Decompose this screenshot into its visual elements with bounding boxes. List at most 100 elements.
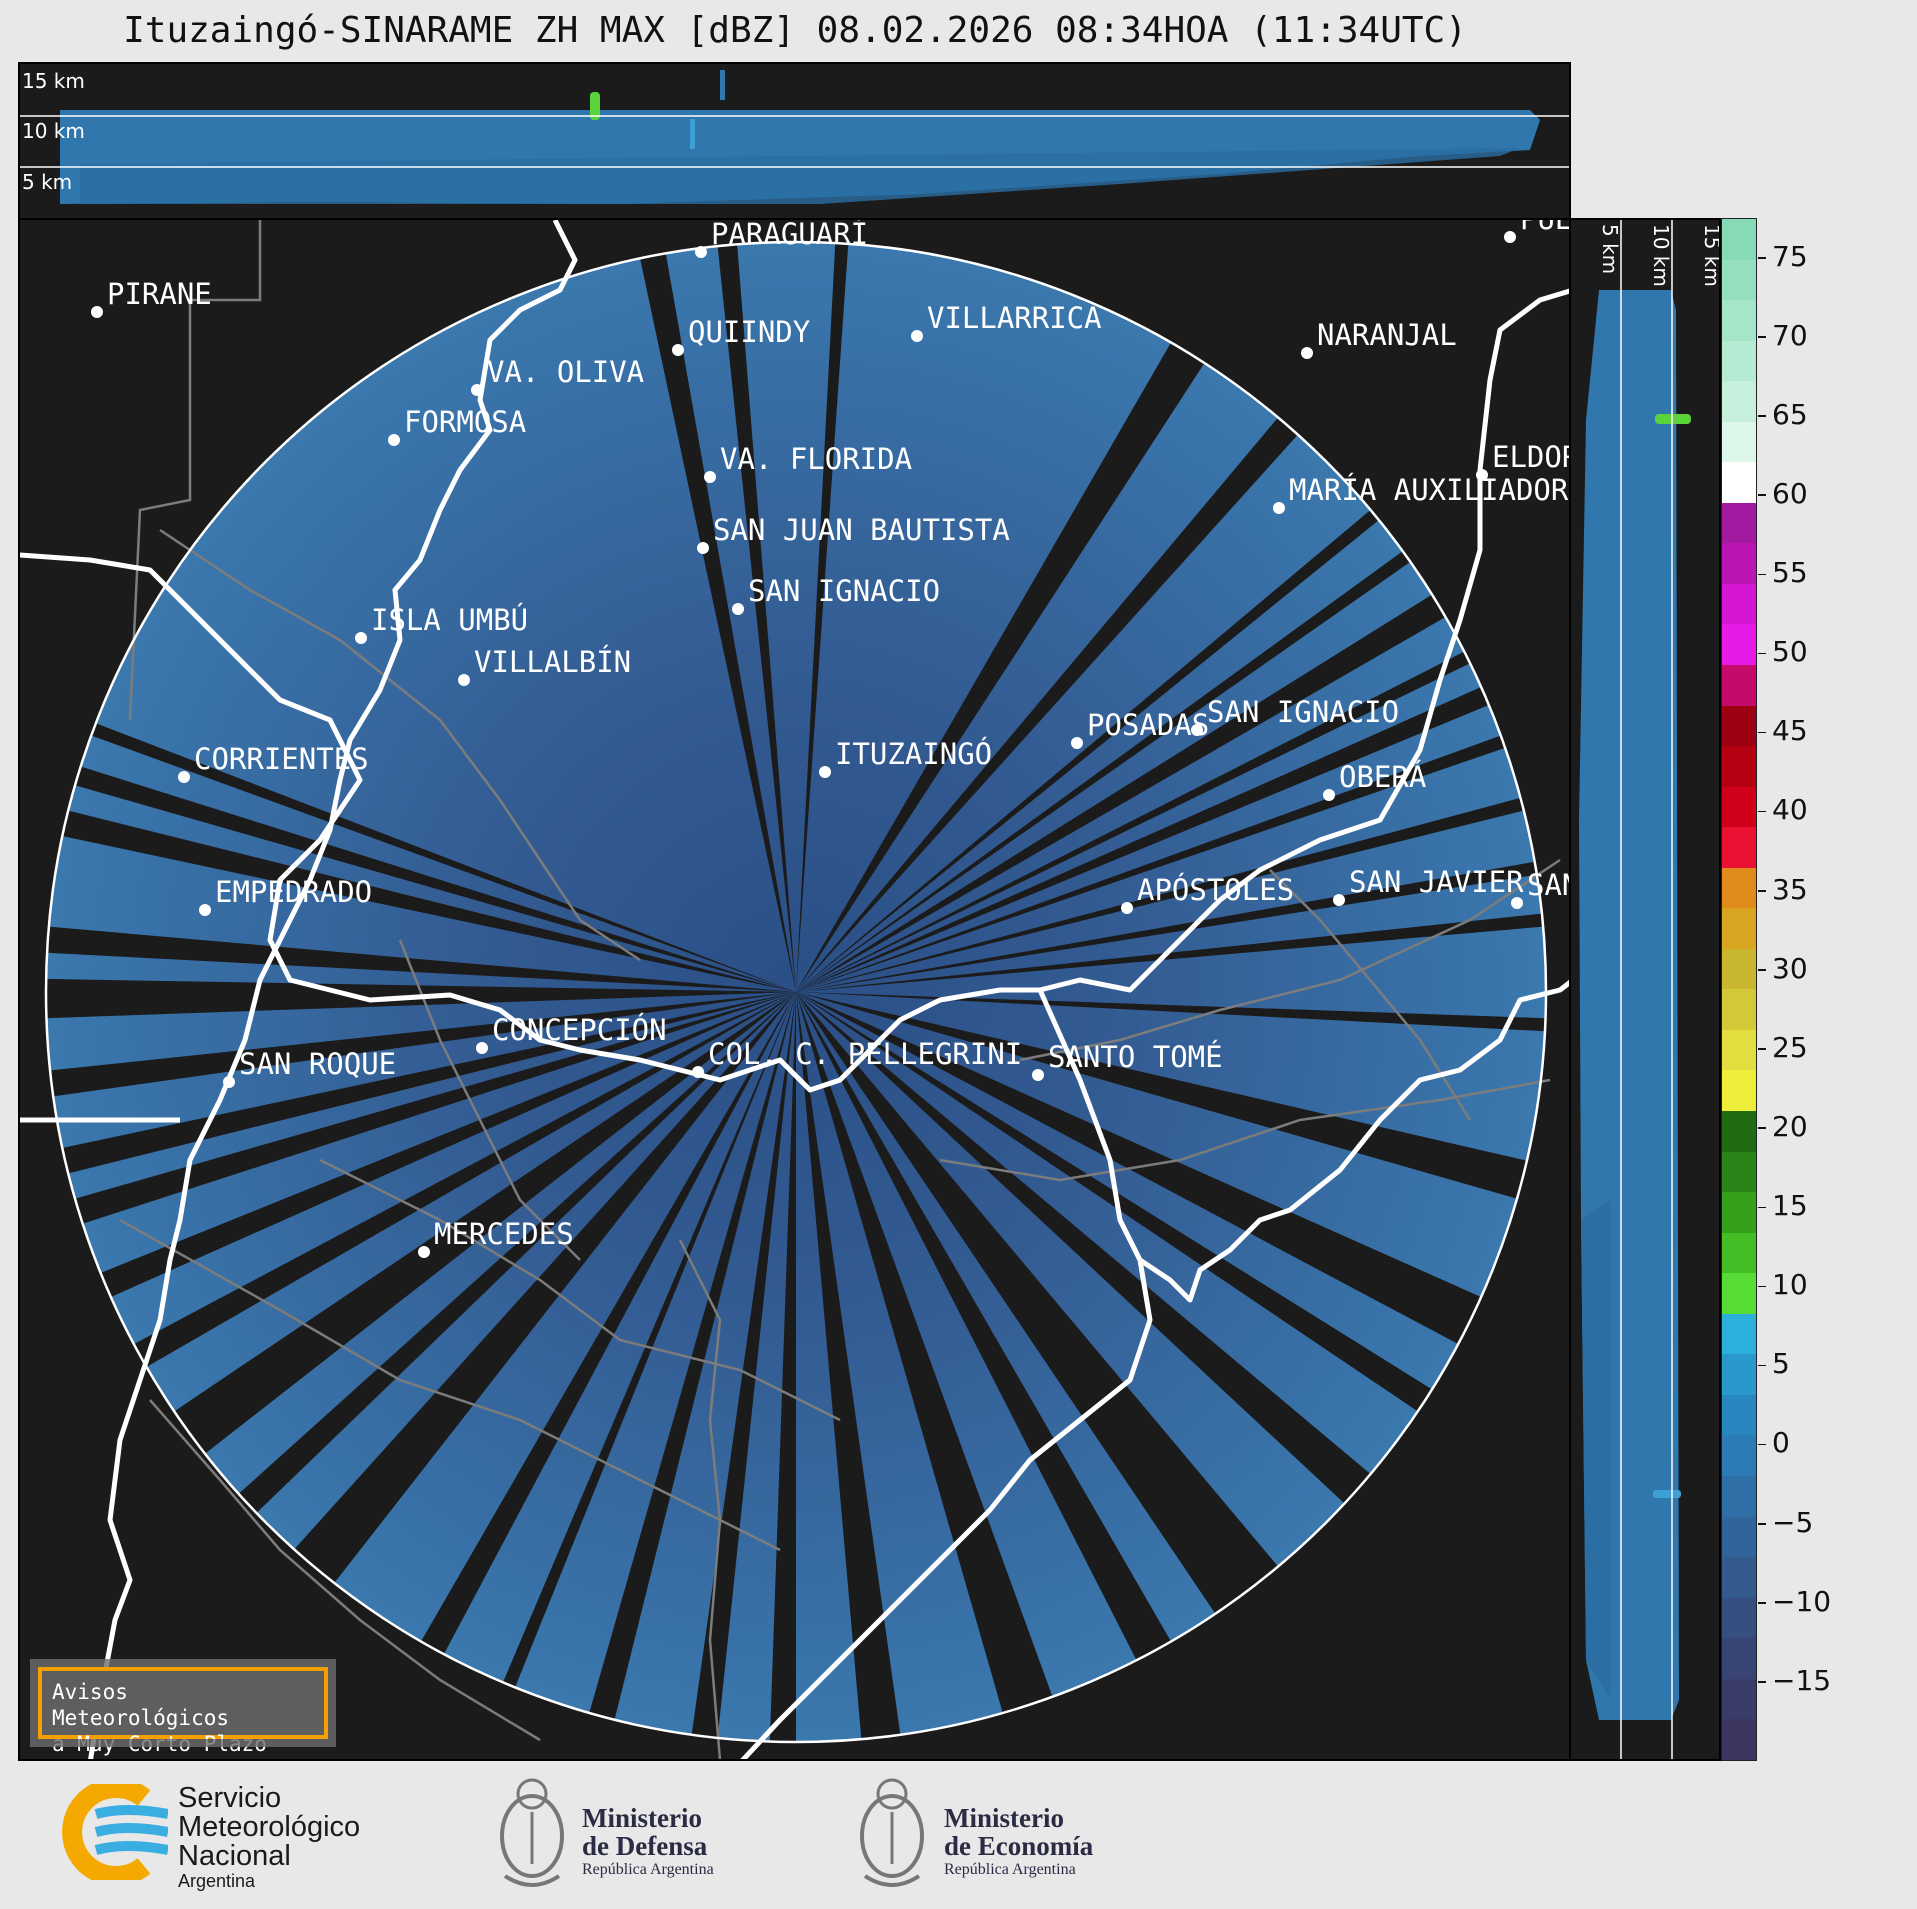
colorbar-step	[1722, 1557, 1756, 1598]
colorbar-step	[1722, 502, 1756, 544]
right-level-10: 10 km	[1649, 224, 1673, 287]
coverage-gap-24	[796, 992, 1379, 1511]
colorbar-step	[1722, 381, 1756, 422]
colorbar-step	[1722, 462, 1756, 503]
colorbar-tick-label: 10	[1758, 1268, 1808, 1302]
city-label: FORMOSA	[404, 405, 526, 439]
coverage-gap-17	[796, 795, 1534, 992]
range-ring	[44, 240, 1548, 1744]
colorbar-step	[1722, 786, 1756, 828]
city-label: POSADAS	[1087, 708, 1209, 742]
colorbar-step	[1722, 1070, 1756, 1112]
colorbar-step	[1722, 1678, 1756, 1720]
avisos-line1: Avisos Meteorológicos	[52, 1680, 230, 1730]
defensa-seal-icon	[500, 1778, 564, 1887]
right-level-5: 5 km	[1598, 224, 1622, 274]
city-dot	[355, 632, 367, 644]
colorbar-step	[1722, 259, 1756, 301]
city-label: SAN IGNACIO	[1207, 695, 1399, 729]
coverage-gap-35	[231, 992, 796, 1520]
colorbar-step	[1722, 867, 1756, 909]
colorbar-step	[1722, 1475, 1756, 1517]
colorbar-tick-label: −5	[1758, 1506, 1813, 1540]
city-label: PUE	[1520, 220, 1571, 236]
colorbar-tick-label: 35	[1758, 873, 1808, 907]
smn-logo-text: Servicio Meteorológico Nacional Argentin…	[178, 1782, 360, 1892]
city-label: ISLA UMBÚ	[371, 603, 528, 637]
coverage-gap-12	[796, 545, 1419, 992]
colorbar-step	[1722, 746, 1756, 787]
colorbar-step	[1722, 1394, 1756, 1436]
city-dot	[692, 1066, 704, 1078]
colorbar-tick-label: 60	[1758, 477, 1808, 511]
economia-logo-text: Ministerio de Economía República Argenti…	[944, 1804, 1093, 1880]
city-dot	[1333, 894, 1345, 906]
city-dot	[91, 306, 103, 318]
colorbar-step	[1722, 1638, 1756, 1679]
city-markers: PARAGUARÍ VILLARRICA PIRANE QUIINDY VA. OLIV…	[91, 220, 1571, 1258]
colorbar-step	[1722, 1354, 1756, 1395]
city-label: QUIINDY	[688, 315, 810, 349]
colorbar-tick-label: 45	[1758, 714, 1808, 748]
city-dot	[223, 1076, 235, 1088]
city-dot	[1511, 897, 1523, 909]
city-dot	[1191, 724, 1203, 736]
colorbar-step	[1722, 948, 1756, 990]
city-label: MARÍA AUXILIADOR	[1289, 473, 1569, 507]
city-label: COL. C. PELLEGRINI	[708, 1037, 1022, 1071]
coverage-gap-8	[796, 242, 850, 992]
city-dot	[199, 904, 211, 916]
city-dot	[458, 674, 470, 686]
city-dot	[178, 771, 190, 783]
colorbar-tick-label: −10	[1758, 1585, 1831, 1619]
colorbar-tick-label: 55	[1758, 556, 1808, 590]
coverage-gap-11	[796, 503, 1387, 992]
colorbar-step	[1722, 665, 1756, 706]
colorbar-step	[1722, 1192, 1756, 1233]
city-dot	[697, 542, 709, 554]
colorbar-tick-label: 20	[1758, 1110, 1808, 1144]
colorbar-step	[1722, 583, 1756, 625]
coverage-gap-13	[796, 589, 1455, 992]
defensa-line1: Ministerio	[582, 1803, 702, 1833]
radar-map: PARAGUARÍ VILLARRICA PIRANE QUIINDY VA. OLIV…	[18, 218, 1571, 1761]
colorbar-tick-label: 40	[1758, 793, 1808, 827]
colorbar-tick-label: 50	[1758, 635, 1808, 669]
defensa-logo-text: Ministerio de Defensa República Argentin…	[582, 1804, 714, 1880]
city-label: MERCEDES	[434, 1217, 574, 1251]
top-cross-section: 15 km 10 km 5 km	[18, 62, 1571, 220]
coverage-gap-29	[769, 992, 796, 1742]
colorbar-tick-label: 75	[1758, 240, 1808, 274]
right-cross-section: 5 km 10 km 15 km	[1569, 218, 1721, 1761]
avisos-line2: a Muy Corto Plazo	[52, 1732, 267, 1756]
coverage-gap-2	[65, 763, 797, 992]
colorbar-tick-label: 15	[1758, 1189, 1808, 1223]
city-dot	[819, 766, 831, 778]
colorbar-step	[1722, 908, 1756, 949]
colorbar-tick-label: 5	[1758, 1347, 1790, 1381]
coverage-gap-4	[46, 992, 796, 1098]
rivers	[20, 220, 1569, 1759]
economia-line2: de Economía	[944, 1831, 1094, 1861]
colorbar-step	[1722, 1313, 1756, 1355]
city-label: ITUZAINGÓ	[835, 737, 992, 771]
city-label: VA. OLIVA	[487, 355, 644, 389]
colorbar-step	[1722, 1597, 1756, 1639]
coverage-gap-14	[796, 646, 1480, 992]
avisos-box: Avisos Meteorológicos a Muy Corto Plazo	[30, 1659, 336, 1756]
city-dot	[704, 471, 716, 483]
city-label: VILLALBÍN	[474, 645, 631, 679]
colorbar-step	[1722, 219, 1756, 260]
city-dot	[1121, 902, 1133, 914]
city-label: VA. FLORIDA	[720, 442, 912, 476]
city-label: APÓSTOLES	[1137, 873, 1294, 907]
coverage-gap-21	[796, 992, 1537, 1202]
colorbar-step	[1722, 421, 1756, 463]
coverage-gap-28	[796, 992, 902, 1742]
colorbar-step	[1722, 1151, 1756, 1193]
coverage-gap-10	[796, 409, 1305, 992]
smn-line1: Servicio	[178, 1782, 282, 1814]
city-label: SAN IGNACIO	[748, 574, 940, 608]
coverage-gap-3	[81, 719, 796, 992]
colorbar-step	[1722, 1029, 1756, 1071]
